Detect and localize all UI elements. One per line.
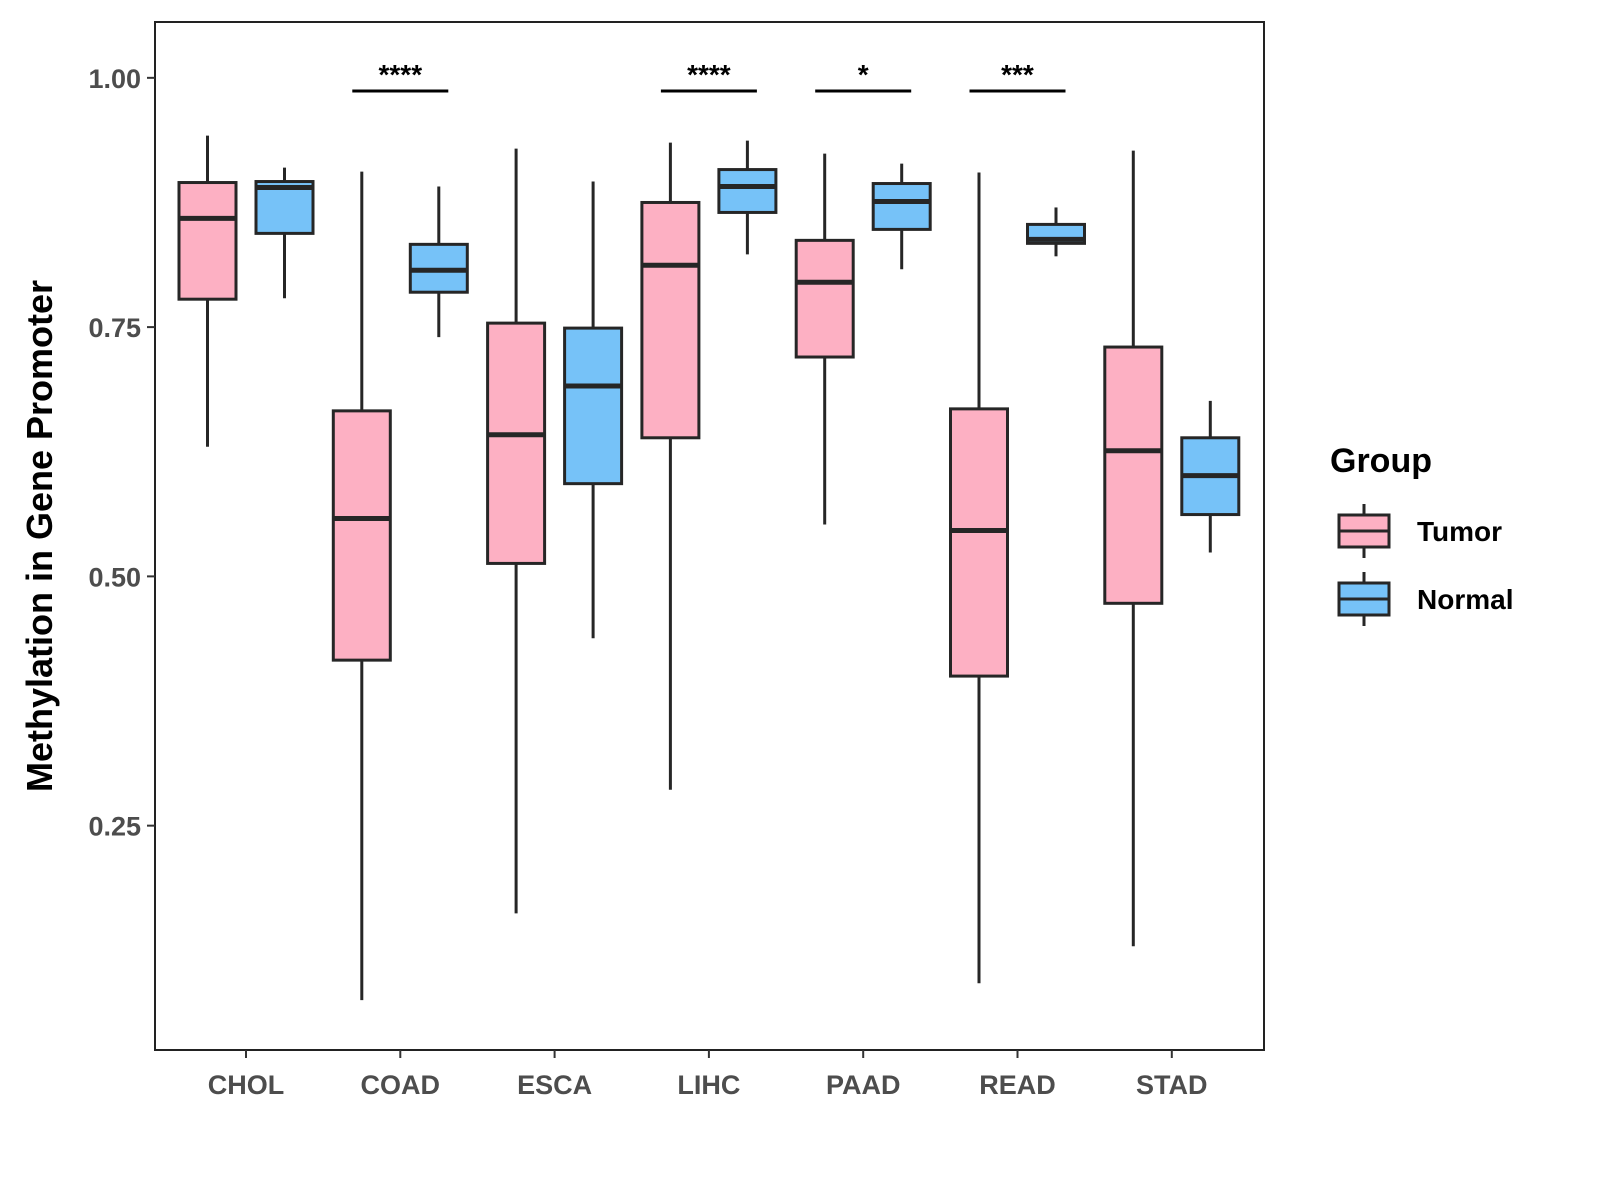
significance-label: **** xyxy=(379,59,423,90)
y-tick-label: 0.50 xyxy=(88,562,141,592)
legend-label-normal: Normal xyxy=(1417,584,1513,615)
tumor-box-stad xyxy=(1103,345,1164,605)
y-tick-label: 0.25 xyxy=(88,812,141,842)
x-tick-label: LIHC xyxy=(677,1070,740,1100)
tumor-box-esca xyxy=(486,321,547,565)
tumor-box-chol xyxy=(177,181,238,301)
x-tick-label: READ xyxy=(979,1070,1056,1100)
x-tick-label: ESCA xyxy=(517,1070,592,1100)
legend: Group Tumor Normal xyxy=(1330,442,1513,626)
tumor-box-lihc xyxy=(640,200,701,440)
normal-box-lihc xyxy=(717,168,778,214)
x-tick-label: PAAD xyxy=(826,1070,901,1100)
normal-box-esca xyxy=(563,326,624,486)
legend-title: Group xyxy=(1330,442,1432,480)
tumor-box-paad xyxy=(794,238,855,359)
plot-panel xyxy=(154,21,1265,1051)
tumor-box-coad xyxy=(331,409,392,662)
normal-box-paad xyxy=(871,182,932,231)
x-tick-label: CHOL xyxy=(208,1070,285,1100)
y-tick-label: 0.75 xyxy=(88,313,141,343)
legend-label-tumor: Tumor xyxy=(1417,516,1502,547)
significance-label: *** xyxy=(1001,59,1034,90)
x-tick-label: COAD xyxy=(361,1070,441,1100)
y-tick-label: 1.00 xyxy=(88,64,141,94)
normal-box-chol xyxy=(254,180,315,235)
x-tick-label: STAD xyxy=(1136,1070,1208,1100)
significance-label: **** xyxy=(687,59,731,90)
y-axis-label: Methylation in Gene Promoter xyxy=(19,280,60,792)
significance-label: * xyxy=(858,59,869,90)
tumor-box-read xyxy=(949,407,1009,678)
